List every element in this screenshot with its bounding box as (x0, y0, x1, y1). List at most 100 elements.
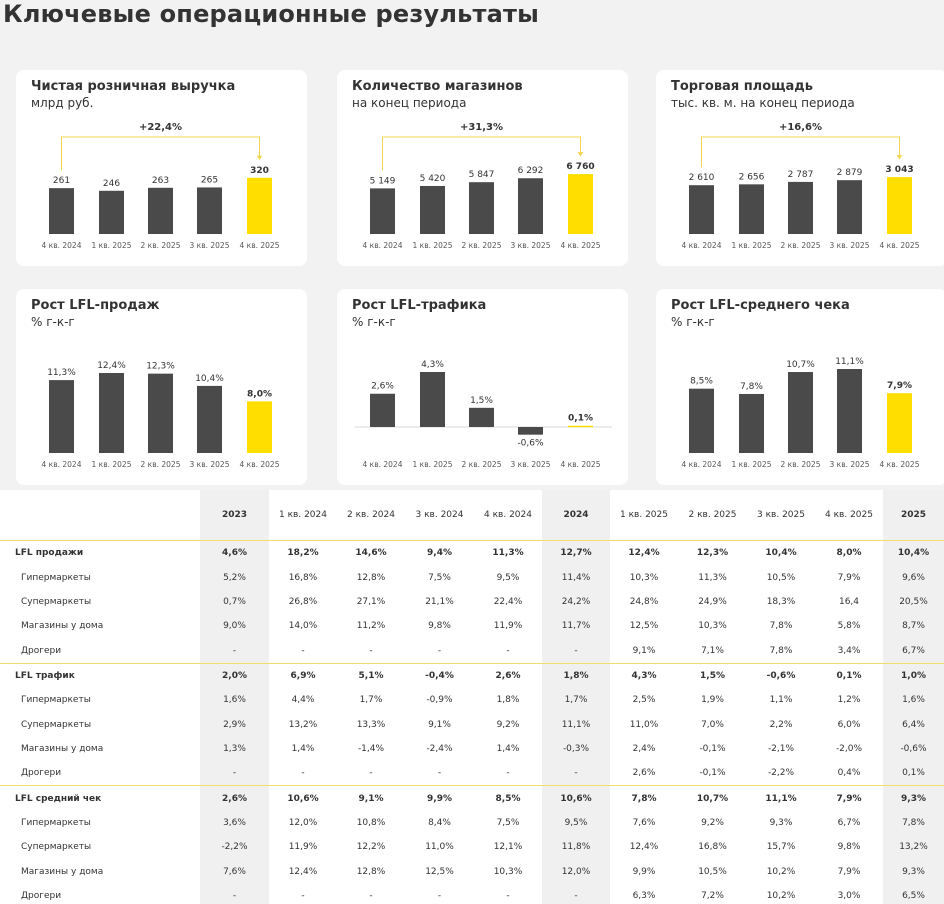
table-cell: 2,5% (632, 695, 656, 706)
table-cell: 7,9% (837, 572, 861, 583)
category-tick-label: 4 кв. 2025 (561, 460, 601, 469)
table-cell: 11,2% (356, 621, 386, 632)
bar-2-кв.-2025 (788, 181, 813, 234)
table-cell: 26,8% (288, 596, 318, 607)
table-header-row: 2023 1 кв. 2024 2 кв. 2024 3 кв. 2024 4 кв. … (0, 490, 944, 541)
category-tick-label: 2 кв. 2025 (462, 460, 502, 469)
bar-chart: 2 610 4 кв. 2024 2 656 1 кв. 2025 2 787 2 кв.… (682, 122, 920, 250)
table-row: Дрогери - - - - - - 9,1% 7,1% 7,8% 3,4% 6,7% (0, 638, 944, 664)
table-group-row: LFL трафик 2,0% 6,9% 5,1% -0,4% 2,6% 1,8% 4,3% 1… (0, 662, 944, 689)
table-cell: 9,3% (883, 785, 944, 811)
table-cell: 9,6% (883, 565, 944, 590)
bar-3-кв.-2025 (197, 187, 222, 234)
table-group-row: LFL средний чек 2,6% 10,6% 9,1% 9,9% 8,5% 10,6… (0, 785, 944, 811)
chart-title: Количество магазинов (352, 79, 523, 94)
row-label: Дрогери (21, 890, 62, 901)
table-cell: -0,3% (542, 736, 610, 762)
row-label: Магазины у дома (21, 866, 104, 877)
table-cell: 1,2% (837, 695, 861, 706)
bar-value-label: 265 (201, 175, 218, 185)
category-tick-label: 4 кв. 2025 (880, 241, 920, 250)
table-cell: 16,8% (698, 842, 727, 853)
bar-value-label: 261 (53, 176, 70, 186)
chart-subtitle: тыс. кв. м. на конец периода (671, 96, 855, 110)
bar-4-кв.-2025 (568, 425, 593, 428)
column-header: 2024 (542, 490, 610, 541)
table-cell: - (200, 638, 269, 664)
table-cell: 10,4% (883, 540, 944, 566)
bar-value-label: 11,1% (835, 357, 864, 367)
table-cell: 1,6% (200, 688, 269, 713)
table-cell: 11,1% (542, 712, 610, 737)
table-cell: 16,4 (838, 596, 860, 607)
chart-subtitle: на конец периода (352, 96, 467, 110)
bar-4-кв.-2025 (247, 401, 272, 453)
table-cell: 18,3% (766, 596, 796, 607)
table-cell: 10,6% (269, 785, 337, 811)
table-cell: 24,2% (542, 589, 610, 615)
table-cell: 1,8% (542, 662, 610, 689)
table-cell: 11,4% (542, 565, 610, 590)
column-header: 4 кв. 2025 (815, 490, 883, 541)
table-cell: 7,6% (632, 817, 656, 828)
table-cell: -0,9% (426, 695, 453, 706)
table-cell: 1,1% (769, 695, 793, 706)
bar-value-label: 7,8% (740, 382, 763, 392)
table-cell: 1,8% (496, 695, 520, 706)
chart-subtitle: млрд руб. (31, 96, 94, 110)
table-cell: 1,4% (496, 743, 520, 754)
row-label: Магазины у дома (21, 621, 104, 632)
table-cell: 1,9% (701, 695, 724, 706)
table-cell: 7,8% (883, 810, 944, 836)
bar-4-кв.-2025 (568, 174, 593, 234)
table-cell: 27,1% (356, 596, 386, 607)
bar-chart: 261 4 кв. 2024 246 1 кв. 2025 263 2 кв. 2025 2… (42, 122, 280, 250)
table-cell: 11,9% (493, 621, 523, 632)
bar-chart: 2,6% 4 кв. 2024 4,3% 1 кв. 2025 1,5% 2 кв. 20… (355, 360, 612, 469)
chart-title: Торговая площадь (671, 79, 813, 94)
bar-3-кв.-2025 (518, 178, 543, 234)
table-cell: 3,4% (837, 645, 861, 656)
bar-value-label: 1,5% (470, 396, 493, 406)
chart-title: Рост LFL-среднего чека (671, 298, 850, 313)
table-cell: 12,4% (610, 540, 678, 566)
chart-card-net-retail-revenue: Чистая розничная выручка млрд руб. 261 4 … (16, 70, 307, 266)
table-cell: 13,2% (288, 719, 318, 730)
table-cell: - (301, 645, 305, 656)
bar-1-кв.-2025 (739, 393, 764, 453)
table-cell: 9,8% (837, 842, 861, 853)
table-cell: 15,7% (766, 842, 796, 853)
column-header: 2023 (200, 490, 269, 541)
row-label: Гипермаркеты (21, 695, 91, 706)
table-cell: 14,6% (337, 540, 405, 566)
bar-2-кв.-2025 (148, 187, 173, 234)
table-cell: 11,8% (542, 835, 610, 860)
category-tick-label: 4 кв. 2024 (682, 241, 722, 250)
table-cell: - (542, 883, 610, 904)
table-cell: - (301, 768, 305, 779)
table-cell: 0,1% (815, 662, 883, 689)
page-title: Ключевые операционные результаты (3, 0, 540, 28)
bar-value-label: 3 043 (885, 165, 913, 175)
table-cell: 2,4% (632, 743, 656, 754)
table-cell: 9,1% (337, 785, 405, 811)
table-cell: 2,2% (769, 719, 793, 730)
table-cell: 6,0% (837, 719, 861, 730)
table-cell: 11,9% (288, 842, 318, 853)
category-tick-label: 3 кв. 2025 (190, 460, 230, 469)
table-cell: - (437, 890, 442, 901)
table-cell: 6,7% (883, 638, 944, 664)
category-tick-label: 2 кв. 2025 (781, 460, 821, 469)
table-row: Супермаркеты 0,7% 26,8% 27,1% 21,1% 22,4% 24,2… (0, 589, 944, 615)
table-cell: 21,1% (425, 596, 454, 607)
category-tick-label: 4 кв. 2025 (561, 241, 601, 250)
table-cell: 10,7% (678, 785, 747, 811)
bar-chart: 8,5% 4 кв. 2024 7,8% 1 кв. 2025 10,7% 2 кв. 2… (682, 357, 920, 469)
bar-4-кв.-2024 (370, 393, 395, 427)
row-label: Дрогери (21, 768, 62, 779)
table-cell: 7,5% (428, 572, 451, 583)
bar-value-label: 2 656 (739, 172, 765, 182)
table-cell: 9,3% (883, 859, 944, 884)
table-cell: 7,1% (701, 645, 724, 656)
table-cell: 9,5% (496, 572, 520, 583)
